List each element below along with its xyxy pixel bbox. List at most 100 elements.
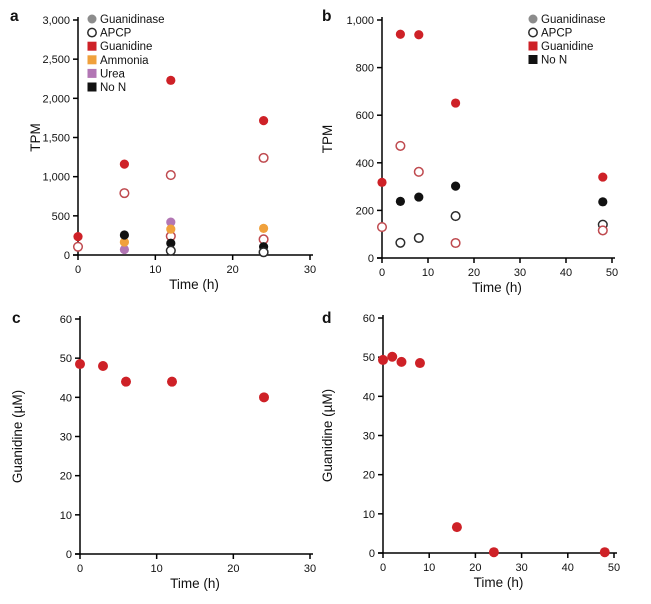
legend-marker-square-icon [528, 55, 538, 64]
x-axis-title: Time (h) [472, 280, 522, 295]
y-tick-label: 1,000 [346, 15, 374, 27]
data-point-red-open [395, 140, 406, 151]
y-axis-title: Guanidine (µM) [10, 390, 25, 483]
data-point-red-filled [166, 75, 176, 85]
x-tick-label: 30 [515, 562, 527, 574]
data-point-red-filled [395, 29, 405, 39]
data-point-red-open [119, 188, 130, 199]
y-tick-label: 1,000 [42, 172, 70, 184]
panel-a: a 0 500 1,000 1,500 2,000 2,500 3,000 0 10 20 30 Tim… [10, 8, 316, 292]
y-tick-label: 60 [363, 313, 375, 325]
data-point-black-filled [166, 238, 176, 248]
data-point-red-filled [387, 351, 398, 362]
data-point-red-filled [451, 98, 461, 108]
y-tick-label: 400 [356, 158, 374, 170]
y-axis-title: TPM [28, 123, 43, 152]
legend-label: Guanidine [100, 41, 152, 53]
y-axis-title: TPM [320, 125, 335, 154]
data-point-red-filled [599, 547, 610, 558]
x-tick-label: 20 [227, 563, 239, 575]
x-tick-label: 0 [75, 264, 81, 276]
panel-c: c 0 10 20 30 40 50 60 0 10 20 30 Time (h) Guanidine (… [10, 310, 316, 591]
x-tick-label: 40 [560, 267, 572, 279]
legend-label: APCP [541, 28, 573, 40]
legend-marker-square-icon [528, 41, 538, 51]
y-tick-label: 500 [52, 211, 70, 223]
legend-label: Guanidinase [541, 14, 606, 26]
y-tick-label: 2,500 [42, 54, 70, 66]
data-point-red-filled [488, 547, 499, 558]
data-point-purple-filled [166, 217, 176, 227]
x-tick-label: 10 [423, 562, 435, 574]
x-tick-label: 30 [514, 267, 526, 279]
x-tick-label: 40 [562, 562, 574, 574]
x-tick-label: 30 [304, 563, 316, 575]
panel-b: b 0 200 400 600 800 1,000 0 10 20 30 40 50 Time (h) TP… [320, 8, 618, 295]
data-point-red-filled [414, 30, 424, 40]
y-tick-label: 600 [356, 110, 374, 122]
y-tick-label: 50 [60, 353, 72, 365]
panel-d: d 0 10 20 30 40 50 60 0 10 20 30 40 50 Time (h) Guanidi… [320, 310, 620, 590]
data-point-black-open [258, 247, 269, 258]
data-point-black-open [450, 211, 461, 222]
data-point-red-filled [377, 177, 387, 187]
data-point-black-open [413, 232, 424, 244]
data-point-red-filled [396, 356, 407, 367]
data-point-red-filled [75, 359, 85, 370]
panel-label: b [322, 8, 331, 25]
data-point-black-filled [414, 192, 424, 202]
y-tick-label: 0 [368, 253, 374, 265]
legend-label: No N [541, 55, 567, 67]
data-point-purple-filled [119, 244, 129, 255]
data-point-red-open [72, 241, 84, 252]
legend-label: Ammonia [100, 55, 149, 67]
x-axis-title: Time (h) [170, 576, 220, 591]
y-tick-label: 0 [64, 250, 70, 262]
data-point-black-open [395, 237, 406, 248]
x-axis-title: Time (h) [474, 575, 524, 590]
data-point-red-filled [98, 361, 108, 371]
y-tick-label: 3,000 [42, 15, 70, 27]
y-tick-label: 10 [60, 510, 72, 522]
data-point-red-open [165, 170, 176, 181]
data-point-orange-filled [259, 223, 269, 233]
y-tick-label: 800 [356, 63, 374, 75]
data-point-orange-filled [166, 224, 176, 234]
x-tick-label: 20 [227, 264, 239, 276]
panel-label: a [10, 8, 19, 25]
legend-marker-circle-icon [87, 14, 97, 24]
y-tick-label: 40 [363, 391, 375, 403]
panel-label: d [322, 310, 331, 327]
x-tick-label: 0 [77, 563, 83, 575]
y-tick-label: 20 [363, 470, 375, 482]
data-point-red-filled [167, 376, 177, 387]
x-tick-label: 0 [380, 562, 386, 574]
legend-marker-open-circle-icon [528, 27, 538, 38]
legend-label: APCP [100, 28, 132, 40]
x-tick-label: 50 [606, 267, 618, 279]
data-point-red-filled [414, 358, 425, 369]
data-point-red-filled [598, 172, 608, 182]
data-point-red-open [376, 222, 388, 233]
y-tick-label: 40 [60, 392, 72, 404]
data-point-red-filled [378, 354, 388, 365]
y-tick-label: 30 [363, 431, 375, 443]
y-tick-label: 10 [363, 509, 375, 521]
legend-marker-square-icon [87, 68, 97, 78]
data-point-red-filled [119, 159, 129, 169]
legend-marker-circle-icon [528, 14, 538, 24]
legend-label: Urea [100, 68, 126, 80]
x-tick-label: 30 [304, 264, 316, 276]
data-point-red-open [413, 166, 424, 177]
legend-marker-open-circle-icon [87, 27, 97, 38]
x-tick-label: 20 [468, 267, 480, 279]
y-tick-label: 0 [66, 549, 72, 561]
x-tick-label: 0 [379, 267, 385, 279]
data-point-red-filled [259, 392, 269, 403]
legend-marker-square-icon [87, 41, 97, 51]
y-tick-label: 0 [369, 548, 375, 560]
y-tick-label: 200 [356, 205, 374, 217]
x-axis-title: Time (h) [169, 277, 219, 292]
legend-marker-square-icon [87, 82, 97, 92]
